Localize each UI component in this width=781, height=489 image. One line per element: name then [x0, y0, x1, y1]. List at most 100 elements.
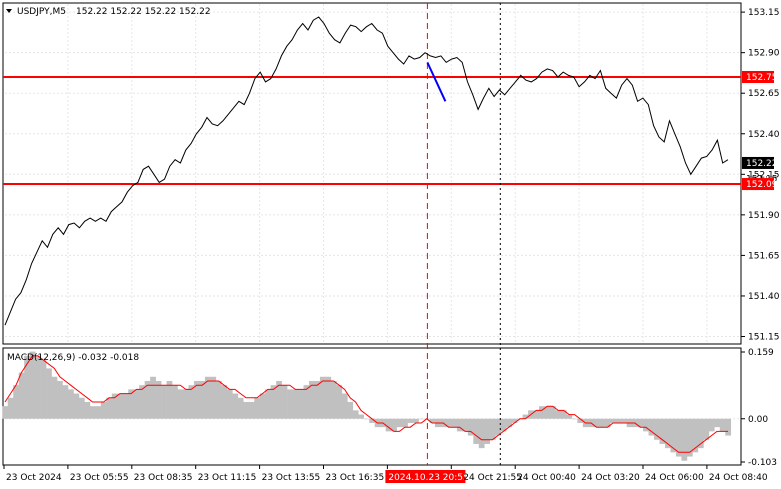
macd-bar [177, 389, 184, 419]
macd-tick-label: -0.103 [748, 458, 777, 468]
macd-bar [615, 418, 622, 423]
y-tick-label: 151.65 [748, 251, 780, 261]
macd-bar [577, 418, 584, 423]
macd-bar [237, 397, 244, 419]
macd-bar [100, 401, 107, 419]
macd-bar [637, 418, 644, 428]
macd-bar [511, 418, 518, 423]
y-tick-label: 151.40 [748, 292, 780, 302]
cursor-time-label-bg [385, 470, 466, 483]
macd-bar [396, 418, 403, 428]
macd-bar [139, 385, 145, 419]
y-tick-label: 152.40 [748, 130, 780, 140]
support-resistance-levels [3, 75, 741, 186]
macd-bar [292, 389, 299, 419]
macd-bar [347, 401, 354, 419]
macd-bar [330, 380, 337, 419]
macd-bar [429, 418, 436, 423]
macd-bar [314, 380, 321, 419]
time-axis: 23 Oct 2024 23 Oct 05:55 23 Oct 08:35 23 Oc… [3, 465, 768, 483]
macd-bar [599, 418, 606, 428]
vertical-markers [426, 3, 501, 465]
macd-bar [593, 418, 600, 428]
macd-bar [363, 418, 370, 420]
macd-histogram [2, 351, 732, 461]
macd-bar [319, 376, 326, 419]
macd-bar [24, 355, 30, 419]
macd-bar [506, 418, 512, 428]
macd-bar [489, 418, 496, 440]
x-tick-label: 23 Oct 08:35 [134, 473, 193, 483]
price-line [4, 16, 729, 326]
macd-bar [40, 359, 47, 419]
macd-bar [654, 418, 660, 440]
y-tick-label: 152.15 [748, 170, 780, 180]
macd-bar [686, 418, 693, 457]
y-tick-label: 151.90 [748, 211, 780, 221]
macd-bar [35, 355, 41, 419]
macd-bar [259, 393, 266, 419]
price-label: 152.75 [746, 73, 778, 83]
macd-bar [467, 418, 474, 436]
price-label: 152.09 [746, 180, 778, 190]
macd-bar [402, 418, 408, 428]
macd-bar [221, 385, 228, 419]
macd-bar [95, 406, 102, 419]
macd-bar [193, 380, 200, 419]
price-series [4, 16, 729, 326]
macd-bar [692, 418, 699, 453]
macd-bar [473, 418, 480, 444]
x-tick-label: 24 Oct 21:55 [463, 473, 522, 483]
macd-bar [13, 385, 19, 419]
macd-bar [172, 385, 178, 419]
macd-bar [210, 376, 217, 419]
macd-bar [725, 418, 732, 436]
macd-bar [418, 418, 425, 420]
macd-tick-label: 0.00 [748, 415, 768, 425]
macd-bar [298, 389, 304, 419]
macd-bar [111, 393, 118, 419]
blue-trend-segment [426, 61, 447, 102]
macd-bar [451, 418, 458, 428]
macd-bar [144, 380, 151, 419]
y-tick-label: 151.15 [748, 333, 780, 343]
macd-bar [500, 418, 507, 432]
macd-bar [281, 385, 288, 419]
price-label-bg [742, 70, 774, 83]
y-tick-label: 152.65 [748, 89, 780, 99]
x-tick-label: 23 Oct 11:15 [198, 473, 257, 483]
macd-bar [254, 397, 260, 419]
macd-bar [29, 351, 36, 419]
macd-bar [456, 418, 463, 432]
collapse-triangle-icon[interactable] [6, 9, 12, 13]
macd-bar [106, 397, 113, 419]
macd-bar [117, 393, 124, 419]
macd-bar [89, 406, 96, 419]
macd-bar [199, 380, 206, 419]
x-tick-label: 24 Oct 08:40 [709, 473, 768, 483]
macd-bar [84, 401, 91, 419]
macd-bar [665, 418, 671, 449]
macd-bar [215, 380, 222, 419]
macd-bar [133, 389, 140, 419]
macd-bar [549, 406, 556, 419]
macd-bar [659, 418, 666, 444]
x-tick-label: 23 Oct 16:35 [326, 473, 385, 483]
macd-bar [128, 389, 135, 419]
macd-bar [325, 376, 332, 419]
macd-bar [46, 368, 52, 419]
x-tick-label: 24 Oct 06:00 [645, 473, 704, 483]
macd-bar [391, 418, 397, 432]
macd-bar [18, 372, 25, 419]
macd-bar [188, 385, 195, 419]
macd-bar [67, 389, 74, 419]
macd-bar [336, 385, 343, 419]
macd-bar [265, 389, 271, 419]
macd-bar [7, 397, 14, 419]
macd-bar [150, 376, 156, 419]
macd-bar [604, 418, 611, 428]
macd-bar [226, 389, 233, 419]
y-tick-label: 153.15 [748, 8, 780, 18]
macd-bar [643, 418, 649, 432]
